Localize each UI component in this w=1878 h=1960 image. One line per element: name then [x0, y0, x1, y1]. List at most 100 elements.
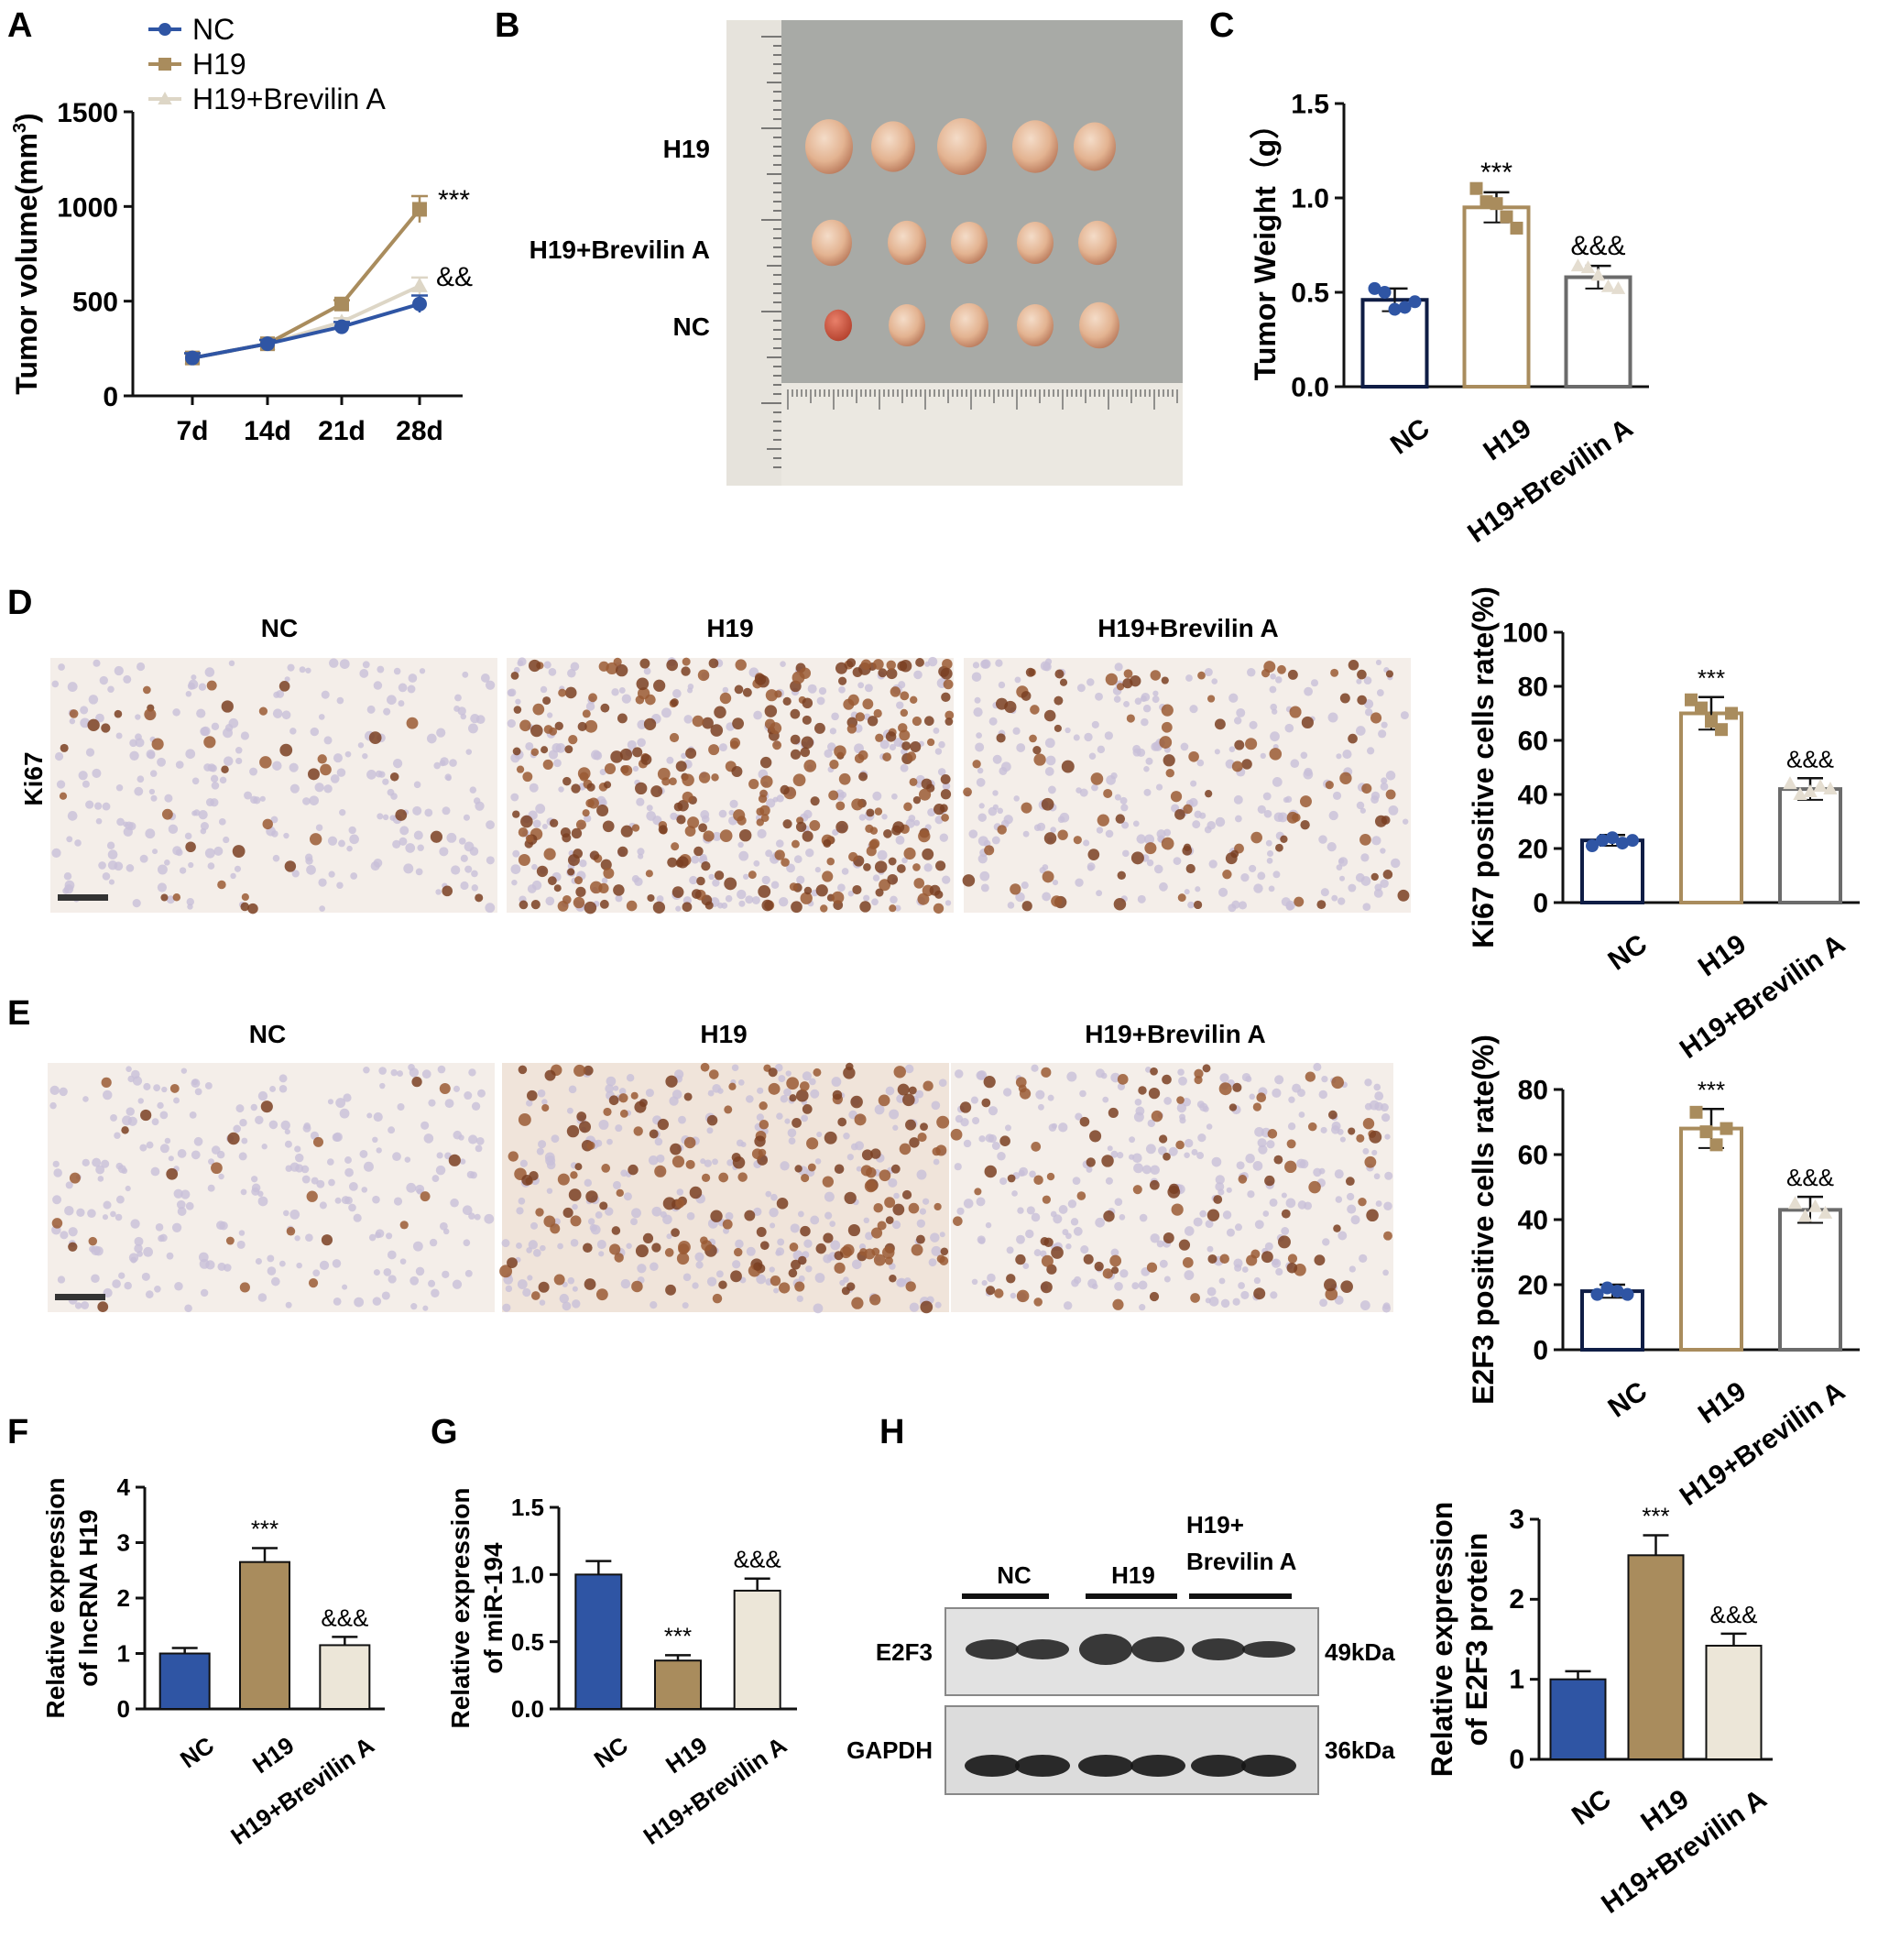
ihc-cell — [931, 1100, 941, 1111]
ihc-cell — [211, 782, 220, 790]
ihc-positive-cell — [671, 1228, 680, 1238]
ihc-cell — [312, 1269, 321, 1277]
x-category-label: H19+Brevilin A — [639, 1731, 792, 1850]
ihc-positive-cell — [1149, 1291, 1160, 1302]
ihc-cell — [689, 875, 698, 885]
ihc-cell — [278, 1074, 288, 1083]
ihc-cell — [1356, 726, 1366, 736]
ihc-cell — [682, 1273, 692, 1282]
bar — [1564, 275, 1632, 389]
ihc-cell — [69, 717, 76, 725]
ihc-cell — [706, 1127, 714, 1134]
y-tick-label: 20 — [1518, 1271, 1548, 1301]
ihc-cell — [850, 1143, 858, 1151]
ihc-positive-cell — [912, 716, 923, 727]
ihc-positive-cell — [758, 885, 771, 898]
ihc-positive-cell — [772, 740, 782, 750]
ihc-positive-cell — [800, 1225, 811, 1237]
ihc-positive-cell — [1041, 1067, 1052, 1078]
ihc-cell — [339, 1108, 350, 1119]
data-point — [334, 296, 349, 312]
ihc-cell — [1113, 695, 1121, 703]
ihc-cell — [507, 718, 516, 728]
ihc-cell — [769, 1266, 775, 1273]
ihc-cell — [773, 1287, 780, 1294]
ihc-cell — [1318, 1089, 1327, 1100]
ihc-cell — [584, 1178, 593, 1188]
tumor — [805, 119, 853, 174]
ihc-cell — [336, 881, 344, 889]
ihc-cell — [1218, 887, 1228, 897]
y-tick-label: 40 — [1518, 1206, 1548, 1236]
ihc-positive-cell — [797, 1255, 807, 1265]
ihc-positive-cell — [651, 1243, 661, 1253]
ihc-cell — [284, 676, 290, 683]
x-category-label: H19+Brevilin A — [1675, 1376, 1851, 1512]
ihc-cell — [913, 819, 921, 827]
ihc-cell — [756, 1113, 764, 1122]
ihc-cell — [115, 1195, 125, 1204]
legend-label: H19+Brevilin A — [192, 82, 386, 115]
ihc-cell — [405, 843, 416, 853]
ihc-positive-cell — [1151, 1110, 1163, 1122]
ihc-cell — [157, 757, 166, 767]
ihc-positive-cell — [630, 1091, 639, 1100]
ihc-positive-cell — [1207, 695, 1216, 703]
ihc-cell — [126, 1107, 135, 1116]
ihc-cell — [525, 741, 534, 750]
ihc-cell — [1047, 785, 1056, 794]
ihc-cell — [462, 1205, 473, 1216]
ihc-cell — [1156, 1240, 1164, 1248]
panel-label-e: E — [7, 994, 30, 1033]
ihc-cell — [976, 777, 986, 787]
ihc-cell — [1260, 752, 1266, 760]
ihc-positive-cell — [734, 684, 744, 695]
ihc-cell — [1014, 676, 1021, 684]
ihc-cell — [977, 836, 988, 847]
ihc-positive-cell — [571, 783, 581, 794]
ihc-positive-cell — [823, 1232, 834, 1243]
ihc-cell — [442, 1228, 450, 1235]
ihc-positive-cell — [635, 782, 648, 795]
data-point — [1368, 281, 1381, 295]
ihc-positive-cell — [518, 1065, 528, 1075]
ihc-positive-cell — [573, 1064, 586, 1078]
ihc-positive-cell — [541, 1103, 550, 1112]
ihc-positive-cell — [737, 816, 747, 826]
ihc-cell — [174, 1282, 183, 1291]
ihc-positive-cell — [576, 1111, 587, 1122]
ihc-positive-cell — [810, 796, 820, 806]
ihc-cell — [1075, 878, 1084, 887]
ihc-cell — [540, 1244, 546, 1252]
ihc-positive-cell — [789, 882, 798, 892]
ihc-positive-cell — [869, 1294, 881, 1306]
ihc-cell — [743, 873, 749, 880]
significance-label: *** — [1642, 1502, 1669, 1529]
ihc-cell — [1284, 723, 1294, 733]
data-point — [1705, 715, 1718, 728]
ihc-cell — [976, 732, 982, 739]
y-tick-label: 2 — [117, 1584, 130, 1612]
data-point — [1699, 1125, 1713, 1139]
data-point — [1590, 268, 1606, 281]
data-point — [411, 277, 428, 292]
data-point — [1596, 834, 1609, 848]
data-point — [1398, 301, 1412, 314]
ihc-cell — [1104, 731, 1113, 740]
ihc-cell — [889, 1109, 900, 1120]
ihc-cell — [838, 686, 846, 694]
ihc-cell — [419, 668, 426, 674]
ihc-positive-cell — [1167, 1185, 1181, 1199]
ihc-cell — [1065, 1243, 1072, 1250]
ihc-cell — [335, 1098, 346, 1108]
ihc-positive-cell — [604, 762, 617, 774]
ihc-cell — [387, 695, 397, 706]
ihc-positive-cell — [667, 857, 678, 868]
bar — [574, 1573, 623, 1711]
ihc-positive-cell — [507, 1257, 518, 1269]
ihc-positive-cell — [748, 779, 759, 790]
ihc-positive-cell — [870, 1227, 883, 1239]
bar — [1580, 1289, 1644, 1352]
ihc-cell — [409, 1276, 420, 1286]
